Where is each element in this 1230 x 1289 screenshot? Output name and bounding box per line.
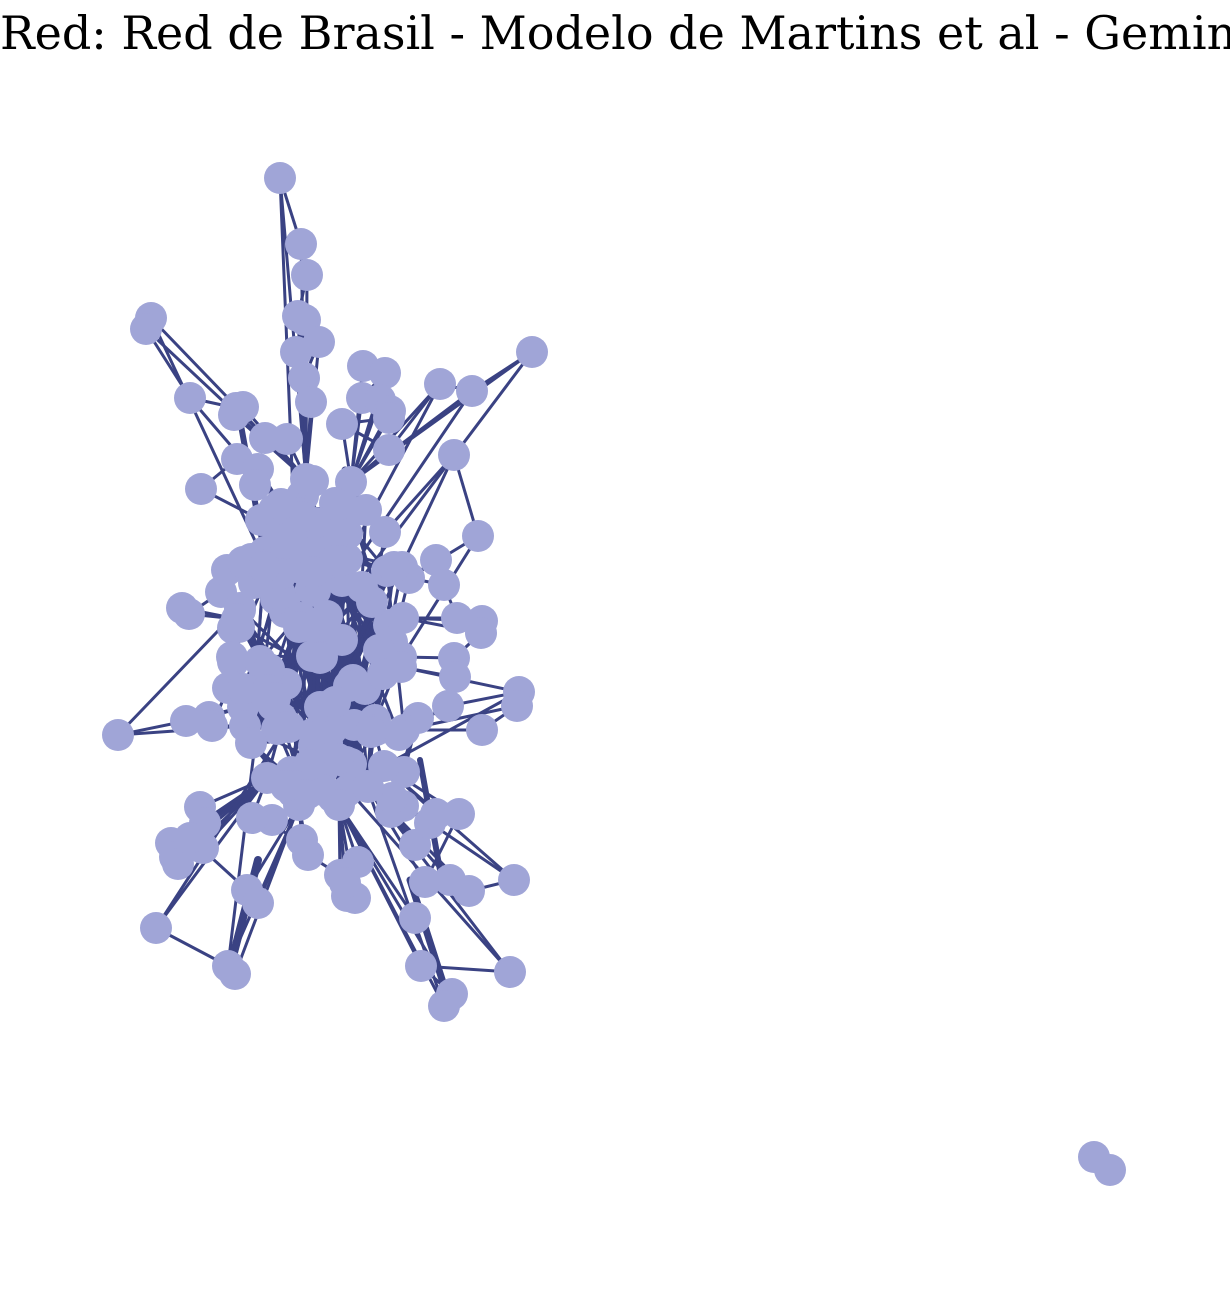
network-node xyxy=(292,532,324,564)
network-node xyxy=(196,710,228,742)
network-node xyxy=(140,912,172,944)
network-node xyxy=(428,569,460,601)
network-node xyxy=(248,551,280,583)
network-node xyxy=(363,634,395,666)
network-node xyxy=(323,515,355,547)
network-node xyxy=(288,362,320,394)
network-node xyxy=(428,990,460,1022)
network-node xyxy=(173,598,205,630)
network-node xyxy=(297,556,329,588)
network-node xyxy=(350,494,382,526)
network-node xyxy=(273,711,305,743)
network-node xyxy=(439,661,471,693)
network-node xyxy=(185,473,217,505)
network-node xyxy=(292,839,324,871)
network-node xyxy=(420,798,452,830)
network-node xyxy=(420,544,452,576)
network-node xyxy=(383,719,415,751)
network-node xyxy=(285,228,317,260)
network-node xyxy=(466,714,498,746)
network-edge xyxy=(383,453,456,534)
network-node xyxy=(376,782,408,814)
network-node xyxy=(1094,1154,1126,1186)
network-node xyxy=(303,326,335,358)
network-node xyxy=(270,770,302,802)
network-node xyxy=(265,488,297,520)
network-node xyxy=(501,690,533,722)
network-node xyxy=(405,950,437,982)
network-node xyxy=(323,789,355,821)
network-node xyxy=(324,545,356,577)
network-node xyxy=(162,848,194,880)
network-node xyxy=(130,313,162,345)
network-node xyxy=(409,866,441,898)
network-node xyxy=(218,399,250,431)
network-edge xyxy=(345,382,442,561)
nodes-layer xyxy=(102,162,1126,1186)
network-node xyxy=(432,690,464,722)
network-node xyxy=(295,386,327,418)
network-node xyxy=(424,368,456,400)
network-node xyxy=(346,571,378,603)
network-node xyxy=(453,875,485,907)
network-node xyxy=(227,673,259,705)
network-node xyxy=(322,489,354,521)
network-node xyxy=(242,887,274,919)
network-node xyxy=(283,611,315,643)
network-node xyxy=(438,439,470,471)
network-node xyxy=(219,958,251,990)
network-edge xyxy=(349,382,442,484)
network-node xyxy=(304,642,336,674)
network-node xyxy=(441,602,473,634)
network-node xyxy=(329,867,361,899)
network-node xyxy=(385,651,417,683)
network-node xyxy=(516,336,548,368)
network-node xyxy=(235,727,267,759)
network-node xyxy=(494,956,526,988)
network-node xyxy=(378,551,410,583)
network-node xyxy=(326,624,358,656)
network-edge xyxy=(406,876,452,1002)
network-node xyxy=(373,402,405,434)
network-node xyxy=(373,434,405,466)
network-node xyxy=(311,600,343,632)
network-node xyxy=(369,516,401,548)
network-node xyxy=(297,465,329,497)
network-edge xyxy=(382,690,521,768)
network-node xyxy=(174,822,206,854)
network-node xyxy=(355,716,387,748)
network-node xyxy=(236,802,268,834)
network-node xyxy=(291,259,323,291)
network-node xyxy=(259,682,291,714)
network-node xyxy=(352,771,384,803)
network-node xyxy=(465,617,497,649)
network-node xyxy=(216,641,248,673)
network-node xyxy=(319,686,351,718)
network-node xyxy=(399,902,431,934)
network-node xyxy=(369,357,401,389)
network-node xyxy=(387,602,419,634)
network-node xyxy=(102,719,134,751)
network-node xyxy=(322,743,354,775)
network-node xyxy=(326,408,358,440)
network-node xyxy=(221,603,253,635)
network-node xyxy=(174,382,206,414)
figure-title: Red: Red de Brasil - Modelo de Martins e… xyxy=(0,6,1230,60)
network-node xyxy=(239,469,271,501)
network-node xyxy=(264,162,296,194)
network-node xyxy=(271,423,303,455)
network-node xyxy=(498,864,530,896)
network-node xyxy=(443,798,475,830)
network-node xyxy=(462,520,494,552)
network-node xyxy=(456,375,488,407)
